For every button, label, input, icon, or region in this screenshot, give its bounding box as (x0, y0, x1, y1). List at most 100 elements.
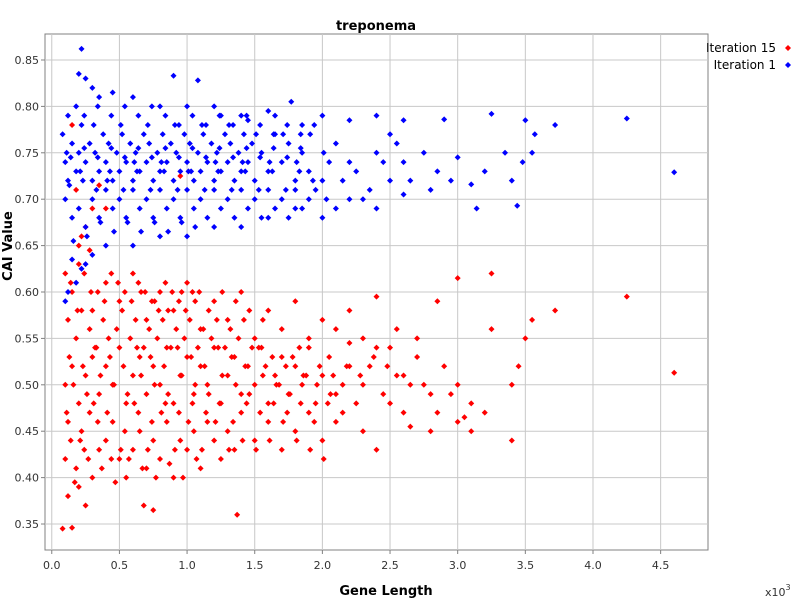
data-point (170, 72, 177, 79)
data-point (221, 131, 228, 138)
data-point (81, 112, 88, 119)
data-point (170, 177, 177, 184)
data-point (552, 121, 559, 128)
data-point (162, 400, 169, 407)
x-tick-label: 4.5 (652, 559, 670, 572)
data-point (73, 168, 80, 175)
data-point (414, 335, 421, 342)
x-tick-label: 1.0 (178, 559, 196, 572)
data-point (266, 159, 273, 166)
data-point (239, 437, 246, 444)
data-point (522, 117, 529, 124)
data-point (184, 159, 191, 166)
data-point (148, 103, 155, 110)
data-point (148, 154, 155, 161)
data-point (102, 437, 109, 444)
data-point (189, 112, 196, 119)
data-point (339, 381, 346, 388)
data-point (323, 196, 330, 203)
data-point (129, 94, 136, 101)
data-point (380, 391, 387, 398)
data-point (100, 316, 107, 323)
data-point (311, 418, 318, 425)
data-point (193, 456, 200, 463)
data-point (211, 186, 218, 193)
data-point (243, 112, 250, 119)
x-tick-label: 0.0 (43, 559, 61, 572)
data-point (212, 418, 219, 425)
data-point (201, 363, 208, 370)
data-point (171, 121, 178, 128)
data-point (67, 279, 74, 286)
data-point (208, 140, 215, 147)
data-point (309, 177, 316, 184)
y-tick-label: 0.45 (15, 425, 40, 438)
data-point (67, 437, 74, 444)
data-point (102, 159, 109, 166)
data-point (69, 256, 76, 263)
data-point (69, 524, 76, 531)
data-point (109, 177, 116, 184)
data-point (246, 391, 253, 398)
data-point (163, 159, 170, 166)
data-point (251, 381, 258, 388)
data-point (102, 279, 109, 286)
data-point (77, 168, 84, 175)
data-point (79, 363, 86, 370)
data-point (65, 177, 72, 184)
data-point (240, 131, 247, 138)
x-tick-label: 3.5 (517, 559, 535, 572)
data-point (320, 456, 327, 463)
data-point (278, 196, 285, 203)
x-tick-label: 3.0 (449, 559, 467, 572)
data-point (175, 298, 182, 305)
data-point (178, 289, 185, 295)
data-point (127, 140, 134, 147)
data-point (253, 446, 260, 453)
data-point (441, 116, 448, 123)
data-point (150, 177, 157, 184)
data-point (194, 149, 201, 156)
data-point (508, 177, 515, 184)
data-point (121, 289, 128, 295)
data-point (200, 326, 207, 333)
data-point (508, 381, 515, 388)
data-point (671, 369, 678, 376)
data-point (82, 159, 89, 166)
data-point (157, 456, 164, 463)
data-point (197, 363, 204, 370)
data-point (226, 446, 233, 453)
data-point (270, 131, 277, 138)
data-point (77, 437, 84, 444)
data-point (204, 418, 211, 425)
data-point (161, 168, 168, 175)
data-point (167, 344, 174, 351)
data-point (332, 140, 339, 147)
data-point (316, 363, 323, 370)
data-point (519, 159, 526, 166)
data-point (62, 159, 69, 166)
data-point (282, 186, 289, 193)
data-point (216, 112, 223, 119)
data-point (211, 103, 218, 110)
data-point (85, 456, 92, 463)
data-point (192, 381, 199, 388)
y-tick-label: 0.70 (15, 193, 40, 206)
data-point (373, 446, 380, 453)
data-point (307, 131, 314, 138)
data-point (170, 474, 177, 481)
legend-label: Iteration 1 (714, 58, 776, 72)
data-point (224, 428, 231, 435)
data-point (190, 391, 197, 398)
data-point (136, 205, 143, 212)
data-point (297, 145, 304, 152)
data-point (150, 214, 157, 221)
data-point (319, 112, 326, 119)
data-point (243, 145, 250, 152)
data-point (174, 344, 181, 351)
data-point (305, 409, 312, 416)
data-point (313, 381, 320, 388)
y-tick-label: 0.85 (15, 54, 40, 67)
data-point (257, 154, 264, 161)
data-point (75, 400, 82, 407)
